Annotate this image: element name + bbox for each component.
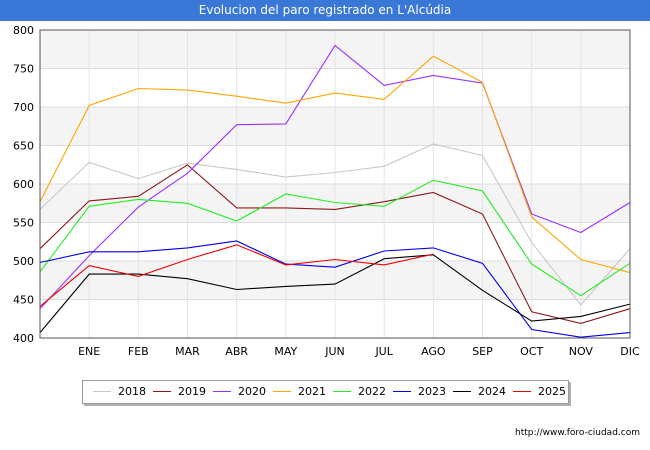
y-tick-label: 700: [13, 101, 34, 114]
y-tick-label: 550: [13, 217, 34, 230]
legend-swatch: [333, 391, 351, 392]
legend-swatch: [93, 391, 111, 392]
y-tick-label: 800: [13, 24, 34, 37]
legend-label: 2024: [478, 385, 506, 398]
legend-label: 2022: [358, 385, 386, 398]
legend-label: 2018: [118, 385, 146, 398]
y-tick-label: 650: [13, 140, 34, 153]
x-tick-label: ENE: [78, 345, 100, 358]
y-tick-label: 600: [13, 178, 34, 191]
plot-border: [39, 29, 631, 339]
legend-swatch: [513, 391, 531, 392]
x-tick-label: NOV: [569, 345, 594, 358]
legend-swatch: [153, 391, 171, 392]
x-tick-label: JUN: [324, 345, 345, 358]
legend-label: 2021: [298, 385, 326, 398]
x-tick-label: OCT: [520, 345, 543, 358]
series-line-2018: [39, 143, 631, 306]
series-line-2021: [39, 55, 631, 274]
title-bar: Evolucion del paro registrado en L'Alcúd…: [0, 0, 650, 21]
x-tick-label: JUL: [374, 345, 393, 358]
x-tick-label: MAR: [175, 345, 200, 358]
legend-swatch: [393, 391, 411, 392]
legend: 2018 2019 2020 2021 2022 2023 2024 2025: [82, 380, 569, 404]
y-tick-label: 400: [13, 332, 34, 345]
series-line-2020: [39, 44, 631, 310]
x-tick-label: ABR: [225, 345, 248, 358]
x-tick-label: DIC: [620, 345, 640, 358]
y-tick-label: 500: [13, 255, 34, 268]
y-tick-label: 750: [13, 63, 34, 76]
series-line-2024: [39, 254, 631, 333]
series-line-2019: [39, 164, 631, 324]
legend-swatch: [453, 391, 471, 392]
legend-swatch: [273, 391, 291, 392]
legend-label: 2020: [238, 385, 266, 398]
legend-label: 2019: [178, 385, 206, 398]
y-tick-label: 450: [13, 294, 34, 307]
x-tick-label: AGO: [421, 345, 446, 358]
series-line-2025: [39, 244, 434, 307]
series-line-2023: [39, 240, 631, 338]
legend-swatch: [213, 391, 231, 392]
series-line-2022: [39, 179, 631, 297]
footer-url: http://www.foro-ciudad.com: [515, 428, 640, 438]
chart-title: Evolucion del paro registrado en L'Alcúd…: [198, 3, 452, 17]
x-tick-label: MAY: [274, 345, 297, 358]
legend-label: 2023: [418, 385, 446, 398]
x-tick-label: FEB: [128, 345, 149, 358]
x-tick-label: SEP: [472, 345, 493, 358]
legend-label: 2025: [538, 385, 566, 398]
